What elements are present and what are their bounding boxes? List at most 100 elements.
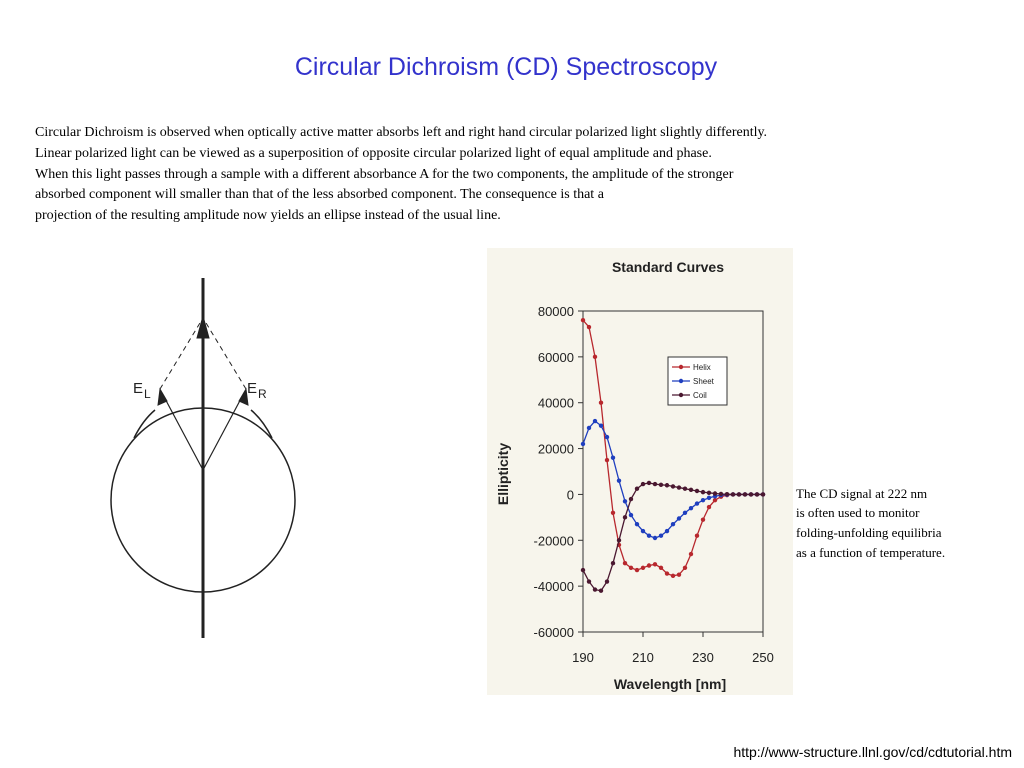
data-point: [712, 497, 718, 503]
data-point: [688, 505, 694, 511]
x-tick-label: 190: [572, 650, 594, 665]
data-point: [604, 434, 610, 440]
data-point: [658, 565, 664, 570]
data-point: [592, 587, 598, 592]
data-point: [616, 538, 622, 543]
y-axis-label: Ellipticity: [495, 443, 511, 505]
data-point: [586, 324, 592, 330]
data-point: [700, 489, 706, 495]
data-point: [694, 501, 700, 506]
data-point: [628, 496, 634, 502]
y-tick-label: -60000: [534, 625, 574, 640]
data-point: [640, 528, 646, 534]
data-point: [592, 354, 598, 360]
data-point: [592, 418, 598, 424]
x-axis-label: Wavelength [nm]: [614, 676, 726, 692]
data-point: [646, 563, 652, 568]
data-point: [682, 565, 688, 570]
data-point: [682, 510, 688, 515]
y-tick-label: 40000: [538, 396, 574, 411]
data-point: [652, 535, 658, 541]
data-point: [700, 517, 706, 522]
legend-label: Helix: [693, 363, 711, 372]
data-point: [688, 551, 694, 557]
data-point: [604, 457, 610, 463]
data-point: [622, 499, 628, 504]
data-point: [676, 516, 682, 521]
caption-line: as a function of temperature.: [796, 545, 945, 560]
data-point: [628, 512, 634, 518]
data-point: [634, 522, 640, 527]
data-point: [676, 485, 682, 490]
data-point: [628, 565, 634, 570]
paragraph-line: Circular Dichroism is observed when opti…: [35, 125, 767, 140]
data-point: [664, 528, 670, 534]
diagram: [110, 278, 296, 638]
data-point: [658, 482, 664, 487]
legend-label: Coil: [693, 391, 707, 400]
data-point: [652, 562, 658, 567]
arrow-head: [238, 387, 249, 406]
data-point: [586, 579, 592, 584]
arrow-head: [157, 387, 168, 406]
data-point: [580, 567, 586, 573]
paragraph-line: absorbed component will smaller than tha…: [35, 187, 605, 202]
data-point: [706, 504, 712, 510]
data-point: [586, 425, 592, 431]
legend-label: Sheet: [693, 377, 715, 386]
data-point: [694, 488, 700, 494]
data-point: [736, 492, 742, 497]
slide-title: Circular Dichroism (CD) Spectroscopy: [295, 53, 718, 81]
paragraph-line: Linear polarized light can be viewed as …: [35, 146, 712, 161]
data-point: [670, 522, 676, 527]
data-point: [730, 492, 736, 497]
data-point: [712, 491, 718, 496]
label-sub: R: [258, 387, 267, 401]
data-point: [724, 491, 730, 497]
data-point: [622, 515, 628, 520]
label-e: E: [133, 380, 143, 397]
legend-marker: [678, 364, 684, 370]
data-point: [670, 484, 676, 489]
y-tick-label: 0: [567, 487, 574, 502]
data-point: [580, 441, 586, 447]
data-point: [706, 495, 712, 501]
plot-frame: [582, 310, 764, 633]
y-tick-label: 80000: [538, 304, 574, 319]
vector-left: [161, 392, 204, 471]
data-point: [640, 565, 646, 570]
paragraph-line: projection of the resulting amplitude no…: [35, 208, 501, 223]
data-point: [646, 533, 652, 538]
data-point: [610, 455, 616, 460]
caption-line: folding-unfolding equilibria: [796, 525, 942, 540]
arrow-head: [196, 314, 210, 339]
x-tick-label: 250: [752, 650, 774, 665]
x-tick-label: 210: [632, 650, 654, 665]
data-point: [694, 533, 700, 538]
data-point: [640, 481, 646, 487]
label-sub: L: [144, 387, 151, 401]
data-point: [622, 561, 628, 566]
data-point: [700, 497, 706, 503]
data-point: [718, 491, 724, 497]
data-point: [652, 481, 658, 487]
data-point: [664, 571, 670, 576]
dashed-line: [202, 317, 247, 390]
source-url: http://www-structure.llnl.gov/cd/cdtutor…: [733, 744, 1012, 760]
chart: Standard Curves Wavelength [nm] Ellipticit…: [495, 259, 774, 692]
data-point: [634, 567, 640, 573]
data-point: [580, 317, 586, 323]
data-point: [706, 490, 712, 496]
legend-marker: [678, 378, 684, 384]
data-point: [742, 492, 748, 497]
caption-line: is often used to monitor: [796, 505, 920, 520]
legend-marker: [678, 392, 684, 398]
caption-line: The CD signal at 222 nm: [796, 486, 927, 501]
data-point: [670, 573, 676, 579]
data-point: [634, 486, 640, 491]
data-point: [604, 579, 610, 584]
y-tick-label: -20000: [534, 533, 574, 548]
x-tick-label: 230: [692, 650, 714, 665]
